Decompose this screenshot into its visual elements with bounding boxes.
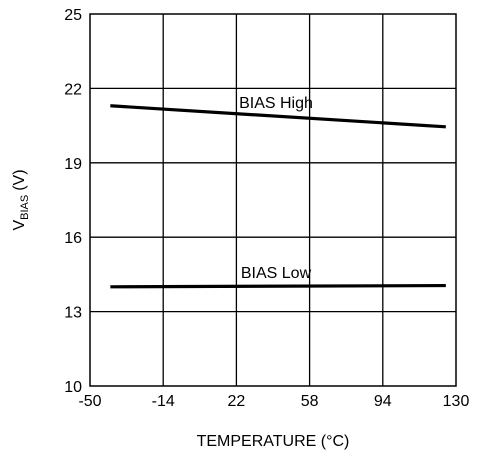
y-axis-title-main: V <box>11 220 28 231</box>
x-axis-tick-labels: -50 -14 22 58 94 130 <box>78 393 469 410</box>
grid-lines <box>90 14 456 386</box>
x-tick-label: 130 <box>443 393 470 410</box>
x-tick-label: -14 <box>152 393 175 410</box>
series-labels: BIAS High BIAS Low <box>239 95 313 282</box>
plot-area-frame <box>89 13 457 387</box>
x-tick-label: 58 <box>301 393 319 410</box>
y-tick-label: 19 <box>64 156 82 173</box>
y-tick-label: 16 <box>64 230 82 247</box>
x-tick-label: 22 <box>228 393 246 410</box>
y-tick-label: 22 <box>64 81 82 98</box>
y-axis-title-subscript: BIAS <box>19 195 31 220</box>
x-tick-label: -50 <box>78 393 101 410</box>
y-axis-tick-labels: 10 13 16 19 22 25 <box>64 7 82 396</box>
series-label-bias-high: BIAS High <box>239 95 313 112</box>
series-line-bias-low <box>110 283 446 289</box>
y-tick-label: 13 <box>64 305 82 322</box>
y-tick-label: 25 <box>64 7 82 24</box>
y-axis-title-unit: (V) <box>11 169 28 190</box>
y-axis-title: VBIAS (V) <box>11 169 31 230</box>
x-axis-title: TEMPERATURE (°C) <box>197 433 350 450</box>
x-tick-label: 94 <box>374 393 392 410</box>
series-group <box>110 104 446 289</box>
y-tick-label: 10 <box>64 379 82 396</box>
series-line-bias-high <box>110 104 446 129</box>
series-label-bias-low: BIAS Low <box>241 265 312 282</box>
